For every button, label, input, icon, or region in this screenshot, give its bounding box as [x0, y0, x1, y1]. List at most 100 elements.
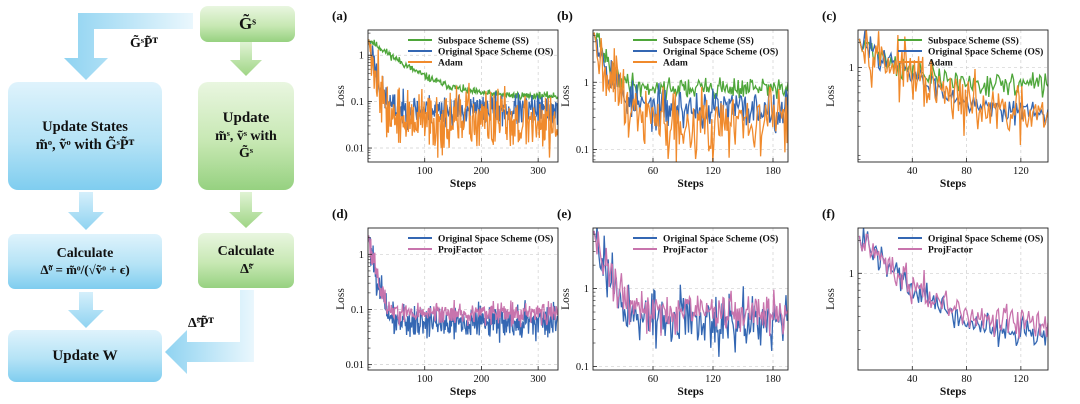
arrow-gs-to-update-states: [64, 13, 193, 80]
y-tick-label: 0.1: [576, 145, 589, 156]
y-axis-label: Loss: [560, 288, 572, 310]
panel-label: (f): [822, 206, 835, 221]
arrow-calc-s-to-update-w: [165, 290, 254, 374]
x-tick-label: 80: [961, 166, 972, 177]
calculate-s-body: Δ̃ˢ: [240, 261, 252, 277]
panel-label: (a): [332, 8, 347, 23]
chart-4: 60 120 180 1 0.1 Steps Loss (e) Original Space S…: [557, 206, 789, 398]
y-tick-label: 1: [359, 250, 364, 261]
update-s-line2: m̃ˢ, ṽˢ with: [215, 128, 277, 144]
calculate-o-title: Calculate: [56, 245, 114, 261]
series-line-ss: [368, 39, 558, 102]
y-tick-label: 0.1: [351, 305, 364, 316]
x-axis-label: Steps: [677, 178, 704, 190]
update-s-line3: G̃ˢ: [239, 146, 253, 162]
y-axis-label: Loss: [560, 85, 572, 107]
x-axis-label: Steps: [940, 386, 967, 398]
plot-frame: [592, 29, 789, 163]
y-tick-label: 0.01: [346, 360, 364, 371]
legend-label-ss: Subspace Scheme (SS): [438, 36, 529, 47]
legend-label-ss: Subspace Scheme (SS): [928, 36, 1019, 47]
x-tick-label: 300: [530, 166, 546, 177]
legend-label-os: Original Space Scheme (OS): [663, 234, 778, 245]
legend-label-adam: Adam: [438, 59, 463, 69]
arrow-gs-to-update-s: [230, 42, 262, 76]
y-axis-label: Loss: [825, 85, 837, 107]
plot-frame: [367, 227, 559, 371]
series-line-projfactor: [368, 235, 558, 328]
g-tilde-s-box: G̃ˢ: [200, 6, 295, 42]
chart-2: 40 80 120 1 Steps Loss (c) Subspace Scheme (SS)…: [822, 8, 1049, 190]
legend-label-projfactor: ProjFactor: [438, 246, 483, 256]
series-line-projfactor: [593, 230, 788, 337]
x-tick-label: 120: [705, 374, 721, 385]
legend-label-os: Original Space Scheme (OS): [438, 234, 553, 245]
calculate-o-box: Calculate Δ̃ᵒ = m̃ᵒ/(√ṽᵒ + ϵ): [8, 234, 162, 289]
x-tick-label: 100: [417, 166, 433, 177]
x-tick-label: 200: [474, 166, 490, 177]
flowchart-arrows: [64, 13, 263, 374]
chart-5: 40 80 120 1 Steps Loss (f) Original Space Schem…: [822, 206, 1049, 398]
y-tick-label: 0.1: [351, 97, 364, 108]
series-line-os: [593, 228, 788, 357]
x-tick-label: 180: [765, 166, 781, 177]
panel-label: (e): [557, 206, 571, 221]
x-tick-label: 120: [705, 166, 721, 177]
arrow-calc-o-to-update-w: [68, 292, 104, 328]
x-axis-label: Steps: [450, 386, 477, 398]
series-line-projfactor: [858, 233, 1048, 339]
update-w-box: Update W: [8, 330, 162, 382]
legend-label-os: Original Space Scheme (OS): [438, 47, 553, 58]
x-tick-label: 100: [417, 374, 433, 385]
x-axis-label: Steps: [940, 178, 967, 190]
x-tick-label: 180: [765, 374, 781, 385]
x-axis-label: Steps: [450, 178, 477, 190]
legend-label-adam: Adam: [663, 59, 688, 69]
legend-label-projfactor: ProjFactor: [928, 246, 973, 256]
update-states-box: Update States m̃ᵒ, ṽᵒ with G̃ˢP̃ᵀ: [8, 82, 162, 190]
g-tilde-s-label: G̃ˢ: [239, 14, 256, 34]
arrow-update-states-to-calc-o: [68, 192, 104, 230]
series-line-adam: [368, 39, 558, 158]
arrow-update-s-to-calc-s: [229, 192, 263, 228]
plot-frame: [367, 29, 559, 163]
legend-label-adam: Adam: [928, 59, 953, 69]
x-tick-label: 300: [530, 374, 546, 385]
x-tick-label: 60: [648, 374, 659, 385]
legend-label-projfactor: ProjFactor: [663, 246, 708, 256]
series-line-ss: [593, 32, 788, 101]
chart-1: 60 120 180 1 0.1 Steps Loss (b) Subspace Scheme …: [557, 8, 789, 190]
legend-label-os: Original Space Scheme (OS): [663, 47, 778, 58]
calculate-s-title: Calculate: [217, 244, 275, 259]
x-axis-label: Steps: [677, 386, 704, 398]
plot-frame: [857, 227, 1049, 371]
y-axis-label: Loss: [335, 288, 347, 310]
x-tick-label: 40: [907, 166, 918, 177]
legend-label-os: Original Space Scheme (OS): [928, 234, 1043, 245]
chart-3: 100 200 300 1 0.1 0.01 Steps Loss (d) Original Sp…: [332, 206, 559, 398]
x-tick-label: 80: [961, 374, 972, 385]
edge-label-ds-pt: Δ̃ˢP̃ᵀ: [188, 316, 214, 331]
update-s-title: Update: [222, 110, 270, 127]
y-tick-label: 1: [584, 78, 589, 89]
series-line-adam: [858, 30, 1048, 146]
y-tick-label: 0.01: [346, 144, 364, 155]
plot-frame: [592, 227, 789, 371]
y-axis-label: Loss: [825, 288, 837, 310]
legend-label-os: Original Space Scheme (OS): [928, 47, 1043, 58]
update-w-label: Update W: [52, 347, 118, 364]
update-states-body: m̃ᵒ, ṽᵒ with G̃ˢP̃ᵀ: [35, 137, 135, 153]
chart-0: 100 200 300 1 0.1 0.01 Steps Loss (a) Subspace Sc…: [332, 8, 559, 190]
calculate-s-box: Calculate Δ̃ˢ: [198, 233, 294, 288]
x-tick-label: 200: [474, 374, 490, 385]
update-states-title: Update States: [42, 118, 128, 135]
edge-label-gs-pt: G̃ˢP̃ᵀ: [130, 36, 158, 51]
update-s-box: Update m̃ˢ, ṽˢ with G̃ˢ: [198, 82, 294, 190]
calculate-o-body: Δ̃ᵒ = m̃ᵒ/(√ṽᵒ + ϵ): [40, 262, 130, 278]
panel-label: (b): [557, 8, 573, 23]
series-line-adam: [593, 32, 788, 162]
y-tick-label: 0.1: [576, 362, 589, 373]
x-tick-label: 60: [648, 166, 659, 177]
